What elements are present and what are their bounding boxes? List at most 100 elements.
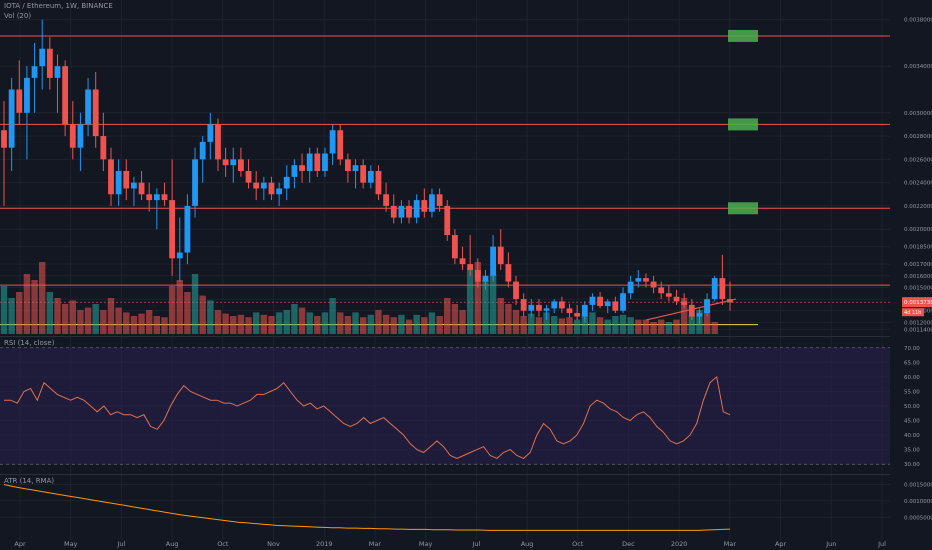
candle-body	[46, 48, 53, 78]
volume-bar	[596, 317, 604, 334]
volume-bar	[31, 280, 38, 334]
time-axis-tick: May	[64, 540, 78, 548]
rsi-axis-tick: 45.00	[904, 419, 920, 425]
rsi-axis-tick: 50.00	[904, 404, 920, 410]
volume-bar	[528, 313, 535, 334]
last-price-label: 0.00137300	[904, 300, 932, 306]
candle-body	[551, 301, 558, 309]
volume-bar	[658, 319, 665, 334]
pane-divider-atr[interactable]	[0, 474, 890, 475]
rsi-axis-tick: 40.00	[904, 433, 920, 439]
volume-bar	[23, 274, 31, 334]
volume-bar	[130, 316, 138, 334]
candle-body	[31, 66, 38, 78]
price-axis-tick: 0.00240000	[904, 181, 932, 187]
volume-bar	[711, 322, 718, 334]
candle-body	[597, 296, 603, 307]
candle-body	[360, 165, 367, 183]
candle-body	[169, 200, 176, 259]
candle-body	[566, 308, 573, 314]
candle-body	[459, 258, 466, 265]
volume-legend: Vol (20)	[4, 12, 32, 20]
time-axis-tick: Aug	[166, 540, 179, 548]
countdown-label: 4d 11h	[904, 310, 921, 316]
price-axis-tick: 0.00170000	[904, 262, 932, 268]
candle-body	[711, 278, 718, 300]
pane-divider-rsi[interactable]	[0, 336, 890, 337]
volume-bar	[428, 312, 436, 334]
volume-bar	[520, 316, 527, 334]
volume-bar	[459, 310, 466, 334]
rsi-pane	[4, 375, 731, 459]
candle-body	[131, 182, 137, 189]
candle-body	[467, 264, 474, 270]
candle-body	[665, 293, 672, 297]
volume-bar	[16, 292, 23, 334]
target-zone	[728, 29, 758, 42]
volume-bar	[252, 312, 260, 334]
rsi-axis-tick: 30.00	[904, 462, 920, 468]
volume-bar	[451, 304, 459, 334]
symbol-title: IOTA / Ethereum, 1W, BINANCE	[4, 2, 113, 10]
candle-body	[474, 269, 481, 282]
candle-body	[253, 182, 260, 189]
atr-pane	[3, 484, 731, 531]
volume-bar	[237, 314, 245, 334]
price-axis-tick: 0.00185000	[904, 245, 932, 251]
volume-bar	[489, 274, 497, 334]
volume-bar	[138, 313, 145, 334]
candle-body	[436, 194, 443, 206]
volume-bar	[474, 262, 482, 334]
volume-bar	[444, 298, 451, 334]
volume-bar	[512, 310, 520, 334]
volume-bar	[283, 310, 290, 334]
volume-bar	[535, 317, 543, 334]
candle-body	[367, 171, 374, 183]
price-axis[interactable]: 0.00380000 0.00340000 0.00300000 0.00280000…	[902, 18, 932, 522]
time-axis-tick: Jul	[877, 540, 886, 548]
atr-axis-tick: 0.00050000	[904, 515, 932, 521]
time-axis-tick: Oct	[217, 540, 229, 548]
volume-bar	[589, 312, 596, 334]
volume-bar	[367, 314, 375, 334]
time-axis[interactable]: Apr May Jul Aug Oct Nov 2019 Mar May Jul Aug Oct Dec…	[14, 540, 886, 548]
candle-body	[276, 188, 283, 195]
time-axis-tick: Dec	[622, 540, 635, 548]
time-axis-tick: Mar	[369, 540, 382, 548]
time-axis-tick: Oct	[572, 540, 584, 548]
volume-bar	[245, 317, 252, 334]
candle-body	[497, 246, 504, 265]
volume-bar	[222, 313, 229, 334]
volume-bar	[642, 319, 650, 334]
price-axis-tick: 0.00160000	[904, 274, 932, 280]
price-axis-tick: 0.00150000	[904, 285, 932, 291]
volume-bar	[39, 262, 46, 334]
candle-body	[620, 293, 626, 311]
volume-bar	[352, 312, 359, 334]
volume-bar	[398, 314, 405, 334]
volume-bar	[69, 300, 76, 334]
volume-bar	[421, 317, 428, 334]
volume-bar	[627, 317, 634, 334]
volume-bar	[612, 316, 619, 334]
atr-legend: ATR (14, RMA)	[4, 477, 55, 485]
volume-bar	[153, 316, 161, 334]
time-axis-tick: May	[419, 540, 433, 548]
volume-bar	[382, 314, 390, 334]
volume-bar	[8, 298, 15, 334]
time-axis-tick: Aug	[521, 540, 534, 548]
candle-body	[558, 301, 565, 309]
volume-bar	[665, 322, 673, 334]
candle-body	[238, 159, 244, 171]
candle-body	[85, 89, 91, 125]
volume-bar	[214, 310, 222, 334]
candle-body	[451, 235, 458, 259]
candle-body	[490, 246, 496, 276]
volume-bar	[359, 317, 367, 334]
volume-bar	[505, 304, 512, 334]
candle-body	[375, 171, 382, 195]
volume-bar	[566, 317, 573, 334]
candle-body	[444, 205, 451, 236]
